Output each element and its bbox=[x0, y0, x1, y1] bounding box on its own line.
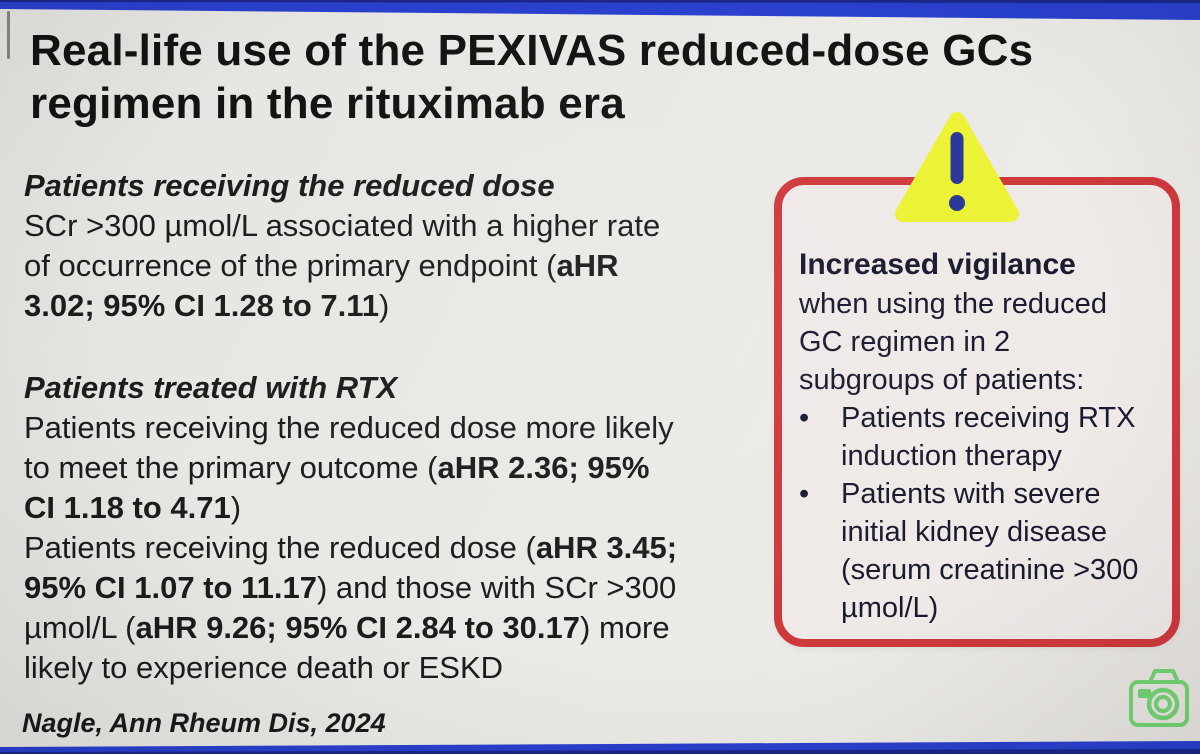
text-line: SCr >300 µmol/L associated with a higher… bbox=[24, 208, 661, 243]
text-line: of occurrence of the primary endpoint (a… bbox=[24, 248, 619, 283]
bullet-item: • Patients with severe initial kidney dise… bbox=[799, 475, 1160, 627]
callout-heading: Increased vigilance bbox=[799, 248, 1076, 281]
callout-bullets: • Patients receiving RTX induction therapy… bbox=[799, 399, 1160, 627]
text-line: µmol/L) bbox=[841, 592, 939, 624]
title-line-2: regimen in the rituximab era bbox=[30, 79, 625, 128]
text-line: subgroups of patients: bbox=[799, 364, 1085, 396]
text-line: likely to experience death or ESKD bbox=[24, 650, 504, 685]
text-line: when using the reduced bbox=[799, 288, 1107, 320]
section-heading: Patients treated with RTX bbox=[24, 370, 398, 405]
bullet-marker: • bbox=[799, 402, 810, 434]
top-blue-strip bbox=[0, 0, 1200, 20]
text-line: Patients receiving the reduced dose (aHR… bbox=[24, 530, 678, 565]
photo-edge-artifact bbox=[7, 11, 10, 59]
text-line: 3.02; 95% CI 1.28 to 7.11) bbox=[24, 288, 390, 323]
slide-title: Real-life use of the PEXIVAS reduced-dos… bbox=[30, 24, 1170, 130]
bullet-text: Patients receiving RTX induction therapy bbox=[841, 399, 1160, 475]
citation: Nagle, Ann Rheum Dis, 2024 bbox=[22, 708, 386, 738]
warning-triangle-icon bbox=[891, 106, 1023, 226]
vigilance-callout: Increased vigilance when using the reduc… bbox=[774, 177, 1180, 647]
bullet-marker: • bbox=[799, 478, 810, 510]
text-line: GC regimen in 2 bbox=[799, 326, 1011, 358]
text-line: µmol/L (aHR 9.26; 95% CI 2.84 to 30.17) … bbox=[24, 610, 670, 645]
section-heading: Patients receiving the reduced dose bbox=[24, 168, 555, 203]
text-section: Patients treated with RTX Patients receiv… bbox=[24, 368, 760, 688]
callout-intro: when using the reduced GC regimen in 2 sub… bbox=[799, 285, 1160, 399]
bottom-blue-strip bbox=[0, 741, 1200, 754]
text-line: CI 1.18 to 4.71) bbox=[24, 490, 242, 525]
text-line: Patients receiving the reduced dose more… bbox=[24, 410, 674, 445]
text-line: to meet the primary outcome (aHR 2.36; 9… bbox=[24, 450, 650, 485]
text-line: initial kidney disease bbox=[841, 516, 1107, 548]
camera-icon bbox=[1126, 662, 1192, 730]
text-line: induction therapy bbox=[841, 440, 1062, 472]
text-line: Patients receiving RTX bbox=[841, 402, 1136, 434]
bullet-item: • Patients receiving RTX induction therapy bbox=[799, 399, 1160, 475]
text-line: Patients with severe bbox=[841, 478, 1101, 510]
text-line: (serum creatinine >300 bbox=[841, 554, 1139, 586]
bullet-text: Patients with severe initial kidney disea… bbox=[841, 475, 1160, 627]
text-section: Patients receiving the reduced dose SCr >… bbox=[24, 166, 760, 326]
left-column: Patients receiving the reduced dose SCr >… bbox=[24, 166, 760, 688]
text-line: 95% CI 1.07 to 11.17) and those with SCr… bbox=[24, 570, 677, 605]
title-line-1: Real-life use of the PEXIVAS reduced-dos… bbox=[30, 26, 1034, 75]
